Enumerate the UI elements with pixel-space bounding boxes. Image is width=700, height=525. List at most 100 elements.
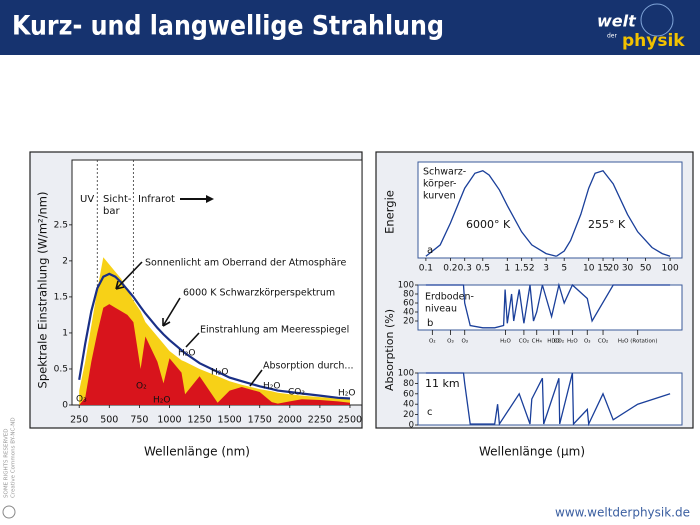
annotation: Absorption durch... — [263, 361, 354, 372]
x-tick-label: 50 — [640, 264, 652, 274]
series-label: 255° K — [588, 218, 626, 231]
cc-icon — [2, 505, 16, 519]
x-tick-label: 2000 — [278, 415, 302, 426]
molecule-label: O₃ — [584, 339, 591, 345]
absorption-label: Absorption (%) — [383, 309, 396, 391]
x-tick-label: 20 — [607, 264, 619, 274]
pointer-arrow — [249, 369, 263, 387]
y-tick-label: 60 — [403, 389, 414, 399]
logo-small: der — [607, 33, 618, 40]
y-tick-label: 1 — [62, 328, 68, 338]
y-tick-label: 20 — [403, 317, 414, 327]
footer-url: www.weltderphysik.de — [555, 506, 690, 520]
y-tick-label: 60 — [403, 299, 414, 309]
x-tick-label: 3 — [543, 264, 549, 274]
y-tick-label: 2 — [62, 256, 68, 266]
annotation: O₃ — [76, 395, 87, 405]
pointer-arrow — [162, 297, 181, 327]
y-axis-label: Spektrale Einstrahlung (W/m²/nm) — [36, 192, 50, 389]
panel-note: Erdboden- — [425, 292, 474, 303]
molecule-label: CO₂ — [554, 339, 564, 345]
molecule-label: H₂O — [567, 339, 578, 345]
logo: welt der physik — [597, 3, 685, 51]
band-label: Infrarot — [138, 194, 175, 205]
chart: UV Sicht-bar Infrarot 250 500 750 1000 1250 1500… — [36, 159, 363, 459]
annotation: H₂O — [263, 382, 280, 392]
logo-globe — [640, 3, 674, 37]
x-tick-label: 0.2 — [443, 264, 457, 274]
panel-label: c — [427, 407, 433, 418]
molecule-label: CO₂ — [598, 339, 608, 345]
x-tick-label: 0.3 — [458, 264, 472, 274]
plot-area — [417, 284, 683, 331]
band-label: Sicht- — [103, 194, 132, 205]
x-tick-label: 100 — [662, 264, 679, 274]
annotation: O₂ — [136, 382, 147, 392]
panel-label: a — [427, 245, 433, 256]
panel-note: kurven — [423, 191, 456, 202]
area — [79, 304, 350, 405]
molecule-label: O₂ — [429, 339, 436, 345]
license-2: Creative Commons BY-NC-ND — [11, 417, 17, 498]
y-tick-label: 1.5 — [54, 292, 68, 302]
header-bar — [0, 0, 700, 55]
y-tick-label: 80 — [403, 379, 414, 389]
panel-note: niveau — [425, 304, 457, 315]
line — [78, 272, 351, 400]
molecule-label: CO₂ — [519, 339, 529, 345]
molecule-label: CH₄ — [532, 339, 543, 345]
annotation: H₂O — [211, 368, 228, 378]
line — [425, 372, 671, 427]
line — [425, 282, 671, 329]
x-tick-label: 1000 — [157, 415, 181, 426]
x-tick-label: 500 — [100, 415, 118, 426]
band-label: UV — [80, 194, 94, 205]
x-tick-label: 1.5 — [514, 264, 528, 274]
x-tick-label: 1750 — [248, 415, 272, 426]
panel-note: körper- — [423, 179, 456, 190]
x-tick-label: 250 — [70, 415, 88, 426]
y-tick-label: 100 — [398, 369, 414, 379]
line — [425, 169, 557, 257]
infrared-arrowhead — [206, 195, 214, 203]
molecule-label: H₂O — [500, 339, 511, 345]
line — [555, 169, 671, 257]
panel-note: Schwarz- — [423, 167, 466, 178]
y-tick-label: 2.5 — [54, 220, 68, 230]
logo-top: welt — [597, 12, 637, 31]
molecule-label: HDO — [547, 339, 560, 345]
x-tick-label: 1500 — [218, 415, 242, 426]
annotation: Einstrahlung am Meeresspiegel — [200, 325, 349, 336]
x-tick-label: 750 — [130, 415, 148, 426]
x-tick-label: 2 — [529, 264, 535, 274]
slide-title: Kurz- und langwellige Strahlung — [12, 11, 444, 42]
molecule-label: O₃ — [461, 339, 468, 345]
annotation: H₂O — [338, 389, 355, 399]
band-label: bar — [103, 206, 120, 217]
y-tick-label: 20 — [403, 410, 414, 420]
annotation: H₂O — [153, 396, 170, 406]
x-tick-label: 1 — [504, 264, 510, 274]
x-tick-label: 1250 — [187, 415, 211, 426]
plot-area — [417, 372, 683, 426]
x-tick-label: 2500 — [338, 415, 362, 426]
x-tick-label: 10 — [583, 264, 595, 274]
pointer-arrow — [115, 261, 143, 290]
y-tick-label: 40 — [403, 308, 414, 318]
x-tick-label: 2250 — [308, 415, 332, 426]
logo-bottom: physik — [622, 31, 685, 51]
y-tick-label: 100 — [398, 281, 414, 291]
y-tick-label: 0.5 — [54, 364, 68, 374]
molecule-label: H₂O (Rotation) — [618, 339, 658, 345]
y-tick-label: 40 — [403, 400, 414, 410]
x-axis-label: Wellenlänge (nm) — [144, 445, 250, 459]
annotation: CO₂ — [288, 388, 305, 398]
x-tick-label: 15 — [597, 264, 608, 274]
license: SOME RIGHTS RESERVED — [4, 429, 10, 499]
x-tick-label: 0.5 — [476, 264, 490, 274]
panel-label: b — [427, 318, 433, 329]
x-axis-label: Wellenlänge (µm) — [479, 445, 585, 459]
series-label: 6000° K — [466, 218, 511, 231]
